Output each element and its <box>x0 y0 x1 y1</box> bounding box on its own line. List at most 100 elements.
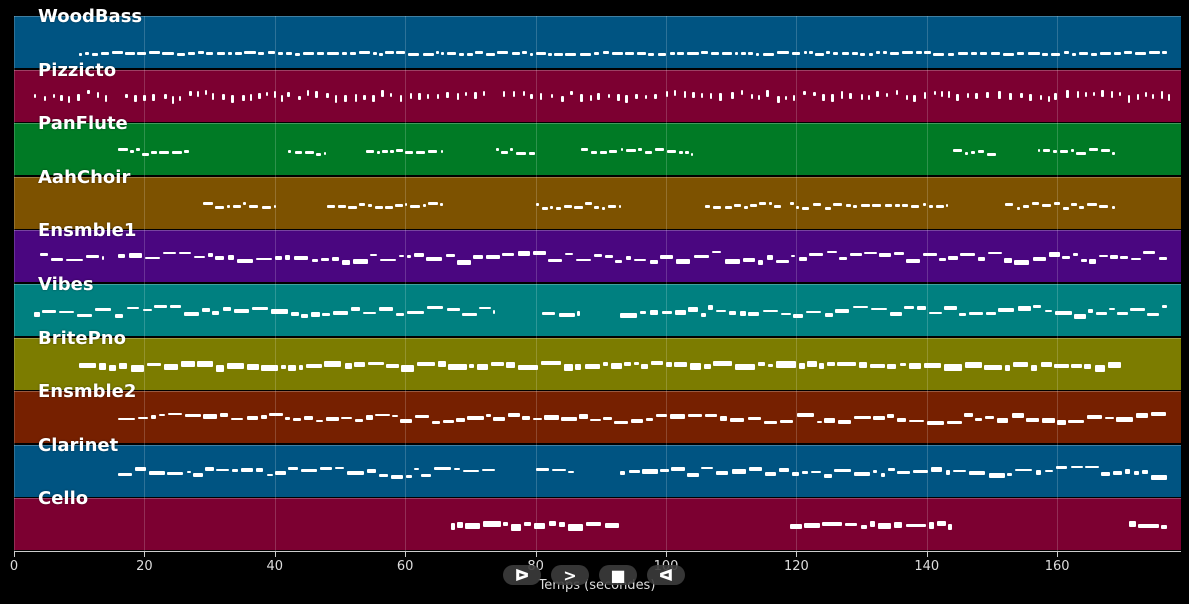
play-backward-button[interactable]: ᐊ <box>647 565 685 585</box>
note <box>796 205 800 209</box>
note <box>916 51 922 54</box>
note <box>1124 468 1131 474</box>
note <box>258 92 261 99</box>
note <box>747 417 762 421</box>
note <box>617 93 620 101</box>
note <box>854 416 871 420</box>
note <box>1070 149 1075 153</box>
note <box>1047 95 1050 102</box>
track-label: Vibes <box>38 274 94 295</box>
note <box>701 92 703 98</box>
note <box>503 90 506 97</box>
note <box>1090 53 1098 56</box>
note <box>1016 206 1020 210</box>
note <box>553 53 564 56</box>
x-tick <box>1057 552 1059 557</box>
note <box>1022 204 1030 208</box>
note <box>824 313 833 317</box>
note <box>1042 418 1055 424</box>
note <box>1114 52 1122 55</box>
stop-button[interactable]: ■ <box>599 565 637 585</box>
note <box>535 202 540 206</box>
note <box>784 95 787 100</box>
note <box>172 151 182 155</box>
note <box>305 363 323 368</box>
note <box>104 94 108 102</box>
note <box>158 414 166 417</box>
note <box>293 256 309 261</box>
note <box>434 466 452 470</box>
note <box>713 360 732 366</box>
note <box>440 202 444 206</box>
note <box>675 259 691 265</box>
note <box>445 254 456 258</box>
note <box>381 89 385 97</box>
note <box>830 93 834 102</box>
note <box>405 474 412 478</box>
note <box>678 151 683 155</box>
note <box>1123 51 1132 54</box>
note <box>964 361 982 368</box>
note <box>1088 309 1093 313</box>
note <box>267 51 276 54</box>
note <box>791 471 799 476</box>
note <box>1043 149 1050 153</box>
note <box>512 90 515 97</box>
note <box>641 468 659 474</box>
note <box>1059 150 1069 154</box>
note <box>341 417 353 420</box>
note <box>889 52 899 55</box>
note <box>826 251 837 254</box>
note <box>944 363 963 371</box>
note <box>626 149 637 153</box>
note <box>660 468 669 472</box>
note <box>959 313 966 316</box>
note <box>767 363 774 367</box>
note <box>380 259 397 262</box>
note <box>923 51 931 54</box>
note <box>670 466 685 471</box>
note <box>373 52 377 55</box>
note <box>1049 252 1060 258</box>
play-forward-button[interactable]: ᐅ <box>503 565 541 585</box>
note <box>475 51 483 54</box>
track-woodbass: WoodBass <box>14 7 1181 68</box>
note <box>205 466 215 471</box>
note <box>563 204 572 208</box>
note <box>630 419 643 424</box>
note <box>163 93 167 99</box>
note <box>910 204 920 208</box>
note <box>1004 258 1012 264</box>
note <box>1136 413 1148 419</box>
note <box>377 151 380 155</box>
note <box>1056 465 1068 469</box>
note <box>1071 363 1082 368</box>
note <box>371 94 375 102</box>
note <box>625 52 634 55</box>
note <box>305 151 315 155</box>
note <box>201 308 210 312</box>
fast-forward-button[interactable]: > <box>551 565 589 585</box>
note <box>826 361 835 366</box>
note <box>879 253 891 258</box>
note <box>748 312 760 316</box>
note <box>590 419 601 422</box>
note <box>77 93 80 101</box>
note <box>849 92 852 99</box>
note <box>872 203 882 207</box>
note <box>585 201 592 205</box>
note <box>1037 149 1041 153</box>
note <box>326 92 329 98</box>
note <box>780 420 794 424</box>
note <box>1057 420 1066 426</box>
note <box>486 53 495 56</box>
note <box>485 255 501 260</box>
note <box>894 203 900 207</box>
note <box>657 53 667 56</box>
note <box>1152 93 1155 99</box>
note <box>683 90 687 98</box>
note <box>730 91 734 99</box>
note <box>1071 202 1077 206</box>
note <box>306 89 310 96</box>
note <box>1072 253 1078 257</box>
